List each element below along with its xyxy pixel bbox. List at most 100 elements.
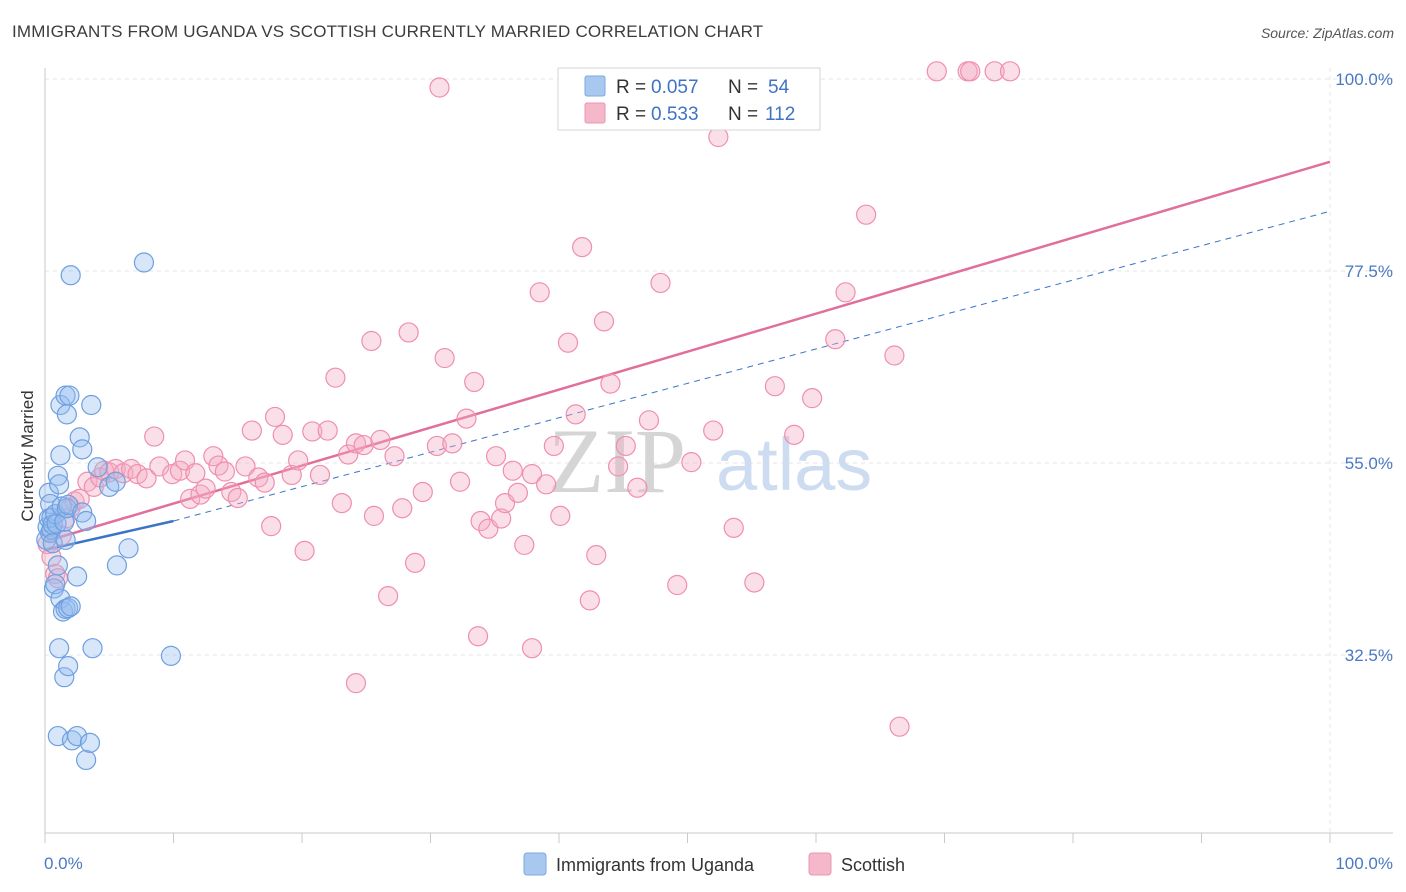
chart-title: IMMIGRANTS FROM UGANDA VS SCOTTISH CURRE… — [12, 22, 764, 41]
scottish-point-109 — [926, 61, 947, 82]
x-tick-label-1: 100.0% — [1335, 854, 1393, 873]
x-axis-ticks — [44, 833, 1331, 843]
scottish-point-91 — [667, 574, 688, 596]
scottish-point-63 — [449, 471, 471, 492]
scottish-point-85 — [600, 373, 621, 394]
axes — [44, 68, 1393, 834]
scottish-point-83 — [586, 545, 607, 566]
legend-n-label-uganda: N = — [728, 77, 758, 98]
uganda-point-42 — [69, 427, 90, 448]
scottish-point-93 — [703, 420, 724, 441]
scottish-point-102 — [884, 345, 905, 366]
y-tick-labels: 32.5% 55.0% 77.5% 100.0% — [1335, 70, 1393, 665]
bottom-legend-label-scottish: Scottish — [841, 855, 905, 875]
trend-line-extension-0 — [173, 210, 1331, 522]
scottish-point-41 — [288, 450, 309, 471]
y-axis-title: Currently Married — [18, 390, 37, 521]
scottish-point-103 — [889, 716, 910, 737]
watermark-atlas: atlas — [716, 423, 872, 506]
uganda-point-43 — [72, 439, 93, 460]
scottish-point-46 — [325, 367, 346, 388]
scottish-point-38 — [264, 406, 286, 428]
scottish-point-98 — [802, 388, 823, 409]
scottish-point-19 — [144, 426, 165, 447]
scottish-point-37 — [261, 516, 282, 537]
scottish-point-18 — [136, 468, 157, 489]
scottish-point-36 — [254, 472, 275, 493]
bottom-legend-swatch-scottish — [808, 852, 832, 876]
scottish-point-25 — [185, 463, 206, 484]
scottish-point-31 — [221, 481, 242, 503]
scottish-point-105 — [521, 638, 543, 659]
uganda-point-35 — [67, 725, 88, 747]
scottish-point-84 — [593, 311, 615, 332]
scottish-point-43 — [302, 421, 323, 442]
scottish-point-104 — [467, 626, 489, 647]
scottish-point-75 — [529, 282, 550, 303]
scottish-point-111 — [960, 61, 981, 82]
scottish-point-54 — [377, 586, 399, 607]
scottish-point-32 — [227, 487, 248, 509]
scottish-point-88 — [627, 477, 648, 498]
uganda-point-31 — [67, 566, 88, 587]
uganda-point-27 — [60, 596, 81, 617]
bottom-legend-label-uganda: Immigrants from Uganda — [556, 855, 755, 875]
scottish-point-101 — [856, 204, 877, 225]
scottish-point-44 — [309, 464, 331, 486]
y-tick-label-3: 100.0% — [1335, 70, 1393, 89]
uganda-point-40 — [56, 404, 77, 425]
scottish-point-99 — [825, 329, 846, 350]
scottish-point-74 — [521, 463, 543, 485]
scottish-point-29 — [208, 455, 229, 476]
uganda-point-54 — [60, 265, 81, 286]
trend-lines — [44, 160, 1331, 552]
grid-lines — [45, 68, 1393, 833]
scottish-point-55 — [384, 446, 405, 467]
scottish-point-71 — [502, 460, 523, 481]
uganda-point-12 — [47, 465, 68, 486]
uganda-point-30 — [58, 655, 79, 677]
scottish-point-92 — [681, 452, 702, 473]
uganda-point-51 — [118, 538, 139, 559]
legend-swatch-uganda — [584, 75, 606, 97]
scottish-point-94 — [723, 517, 744, 538]
uganda-point-29 — [54, 667, 75, 688]
scottish-point-60 — [426, 435, 448, 457]
scottish-point-80 — [565, 404, 586, 425]
scottish-point-24 — [180, 488, 201, 509]
stats-legend: R = 0.057 N = 54 R = 0.533 N = 112 — [557, 67, 821, 131]
scottish-point-97 — [784, 424, 805, 445]
scottish-point-48 — [338, 444, 359, 465]
legend-r-value-uganda: 0.057 — [651, 77, 699, 98]
scottish-point-86 — [608, 456, 629, 477]
scottish-point-52 — [363, 505, 385, 527]
scottish-point-69 — [491, 508, 512, 529]
scottish-point-76 — [536, 474, 557, 495]
legend-swatch-scottish — [584, 102, 606, 124]
uganda-point-6 — [38, 482, 59, 503]
uganda-point-47 — [105, 471, 126, 492]
data-points — [36, 61, 1021, 771]
scottish-point-47 — [331, 493, 352, 514]
scottish-point-58 — [404, 552, 426, 573]
scottish-point-45 — [317, 420, 338, 441]
uganda-point-52 — [133, 252, 155, 273]
legend-r-label-scottish: R = — [616, 104, 646, 125]
scottish-point-96 — [764, 376, 785, 397]
scottish-point-113 — [999, 61, 1021, 82]
uganda-point-18 — [56, 498, 77, 519]
legend-n-value-uganda: 54 — [768, 77, 790, 98]
x-tick-labels: 0.0% 100.0% — [44, 854, 1393, 873]
scottish-point-61 — [434, 347, 455, 369]
watermark: ZIP atlas — [548, 410, 872, 512]
scottish-point-82 — [579, 590, 600, 611]
scottish-point-65 — [464, 371, 485, 393]
scottish-point-89 — [638, 410, 660, 431]
scottish-point-95 — [744, 572, 765, 593]
scottish-point-72 — [507, 482, 528, 503]
scottish-point-22 — [169, 460, 191, 481]
y-tick-label-2: 77.5% — [1345, 262, 1393, 281]
series-legend: Immigrants from Uganda Scottish — [523, 852, 905, 876]
uganda-point-44 — [81, 394, 102, 416]
scottish-point-106 — [345, 673, 367, 694]
